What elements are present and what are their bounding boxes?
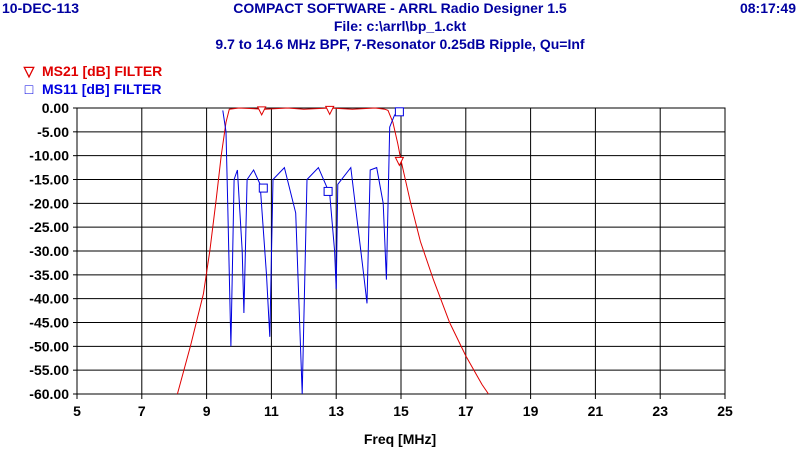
square-marker-icon: □ [24,81,34,97]
data-point-ms21 [394,156,405,167]
x-tick-label: 25 [717,403,733,419]
legend-ms21: ▽ MS21 [dB] FILTER [22,63,163,80]
app-title: COMPACT SOFTWARE - ARRL Radio Designer 1… [233,0,567,16]
y-tick-label: -15.00 [29,172,69,188]
legend-ms11-label: MS11 [dB] FILTER [42,81,162,97]
y-tick-label: 0.00 [42,100,69,116]
x-tick-label: 15 [393,403,409,419]
run-time: 08:17:49 [739,0,796,16]
x-tick-label: 13 [328,403,344,419]
x-tick-label: 11 [264,403,279,419]
x-tick-label: 7 [138,403,146,419]
y-tick-label: -25.00 [29,219,69,235]
series-line-ms11 [222,107,405,395]
plot-grid [73,107,726,399]
series-line-ms21 [176,107,489,395]
x-tick-label: 17 [458,403,474,419]
y-tick-label: -5.00 [37,124,69,140]
y-tick-label: -55.00 [29,362,69,378]
x-tick-label: 21 [588,403,604,419]
y-tick-label: -40.00 [29,291,69,307]
file-path: File: c:\arrl\bp_1.ckt [333,18,467,34]
y-tick-label: -20.00 [29,195,69,211]
x-axis-label: Freq [MHz] [364,431,436,447]
x-tick-label: 9 [203,403,211,419]
x-tick-label: 23 [652,403,668,419]
legend-ms11: □ MS11 [dB] FILTER [22,81,162,97]
y-tick-label: -35.00 [29,267,69,283]
legend-ms21-label: MS21 [dB] FILTER [42,63,163,79]
y-tick-label: -60.00 [29,386,69,402]
run-date: 10-DEC-113 [2,0,80,16]
chart-subtitle: 9.7 to 14.6 MHz BPF, 7-Resonator 0.25dB … [215,36,585,52]
data-point-ms11 [323,186,333,196]
y-tick-label: -30.00 [29,243,69,259]
y-tick-label: -50.00 [29,338,69,354]
y-tick-label: -45.00 [29,315,69,331]
data-point-ms11 [258,183,268,193]
triangle-down-icon: ▽ [23,63,35,79]
x-axis-ticks: 5 7 9 11 13 15 17 19 21 23 25 [73,403,733,419]
plot-series [176,105,489,395]
data-point-ms21 [256,106,267,116]
x-tick-label: 5 [73,403,81,419]
y-tick-label: -10.00 [29,148,69,164]
data-point-ms11 [394,107,404,117]
y-axis-ticks: 0.00 -5.00 -10.00 -15.00 -20.00 -25.00 -30.00 -… [29,100,69,402]
x-tick-label: 19 [523,403,539,419]
data-point-ms21 [324,105,335,116]
